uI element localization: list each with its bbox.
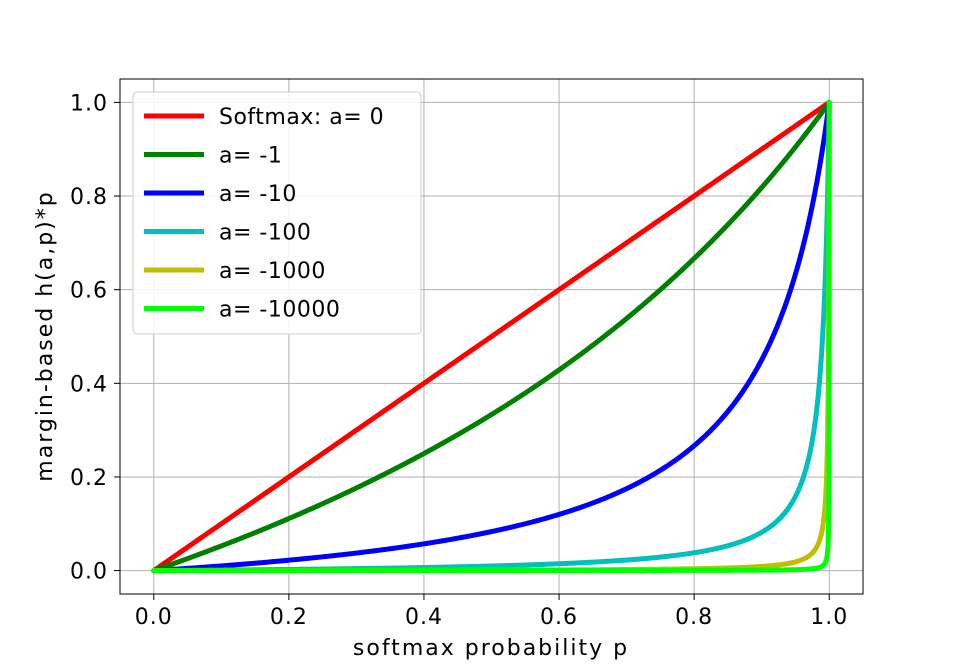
legend-entry-label: a= -10	[219, 182, 297, 207]
y-ticks: 0.0 0.2 0.4 0.6 0.8 1.0	[70, 91, 120, 585]
x-tick-label: 0.4	[405, 605, 443, 630]
plot-frame	[119, 78, 864, 595]
x-tick-label: 0.0	[135, 605, 173, 630]
series-line	[151, 99, 832, 574]
y-tick-label: 0.2	[70, 466, 108, 491]
legend-entry-label: a= -100	[219, 221, 311, 246]
x-tick-label: 0.8	[675, 605, 713, 630]
legend-entry-label: a= -10000	[219, 298, 340, 323]
legend-entry-label: a= -1000	[219, 259, 326, 284]
legend-frame	[132, 91, 422, 335]
y-tick-label: 0.0	[70, 560, 108, 585]
y-tick-label: 0.4	[70, 372, 108, 397]
y-axis-label: margin-based h(a,p)*p	[33, 190, 58, 481]
y-tick-label: 1.0	[70, 91, 108, 116]
grid	[120, 79, 863, 594]
x-tick-label: 0.6	[540, 605, 578, 630]
legend-entry-label: a= -1	[219, 144, 282, 169]
curves	[151, 99, 832, 574]
legend: Softmax: a= 0 a= -1 a= -10 a= -100 a= -1000 a…	[132, 91, 422, 335]
y-tick-label: 0.6	[70, 279, 108, 304]
x-ticks: 0.0 0.2 0.4 0.6 0.8 1.0	[135, 594, 848, 630]
x-axis-label: softmax probability p	[353, 636, 629, 661]
x-tick-label: 1.0	[810, 605, 848, 630]
legend-entry-label: Softmax: a= 0	[219, 105, 384, 130]
x-tick-label: 0.2	[270, 605, 308, 630]
y-tick-label: 0.8	[70, 185, 108, 210]
